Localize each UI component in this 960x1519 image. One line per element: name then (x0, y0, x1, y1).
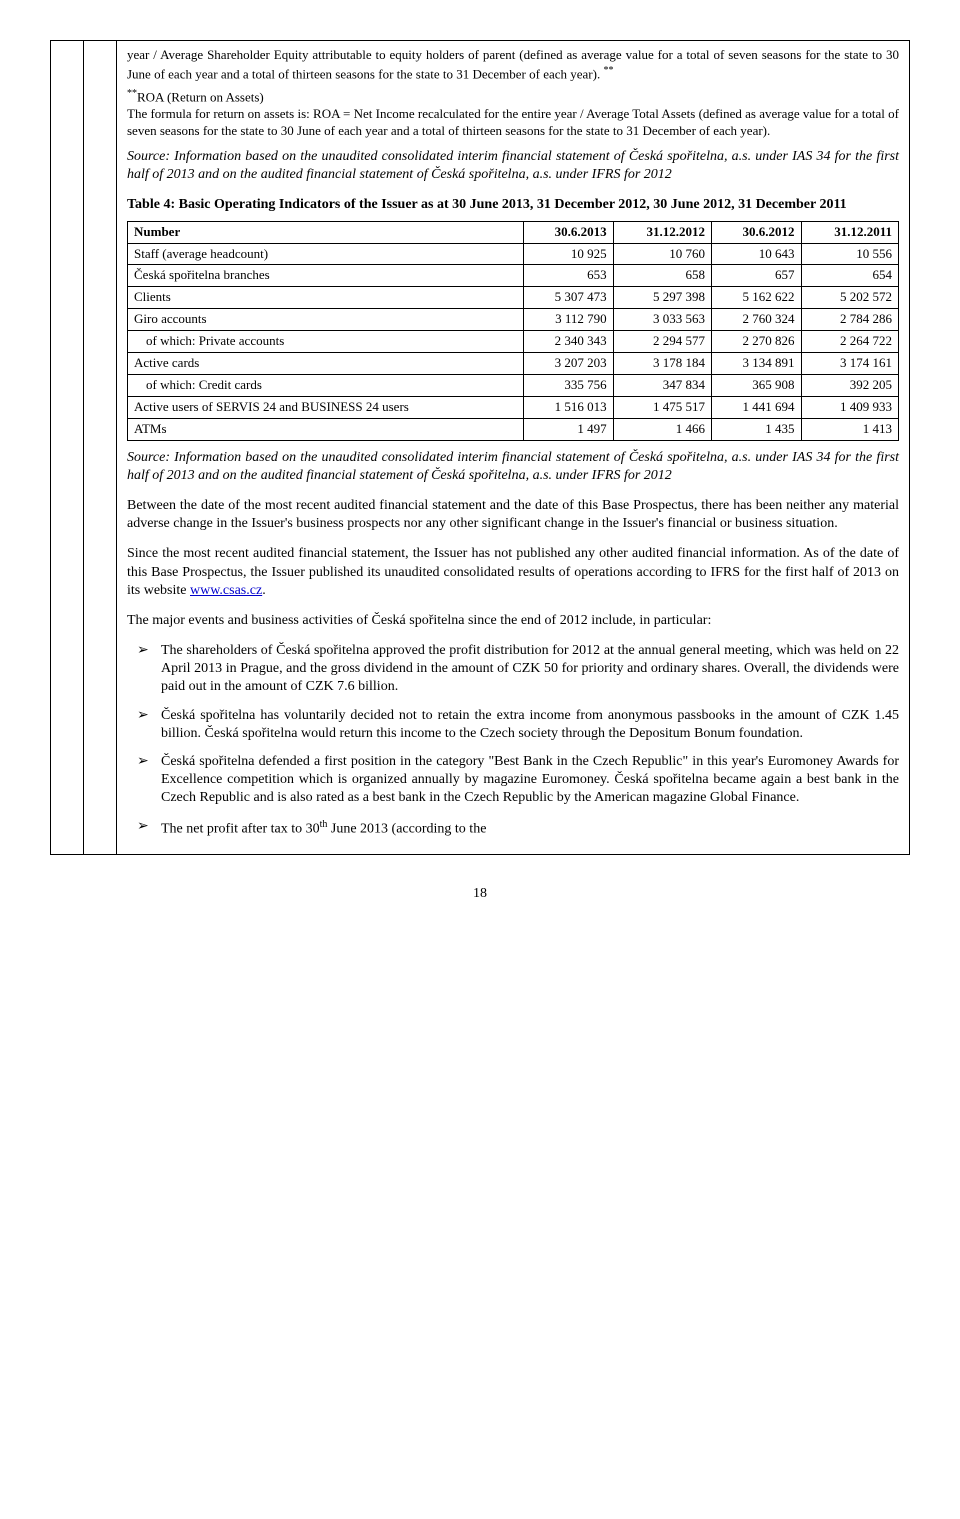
table-cell-value: 10 643 (712, 243, 801, 265)
table-cell-value: 1 475 517 (613, 396, 711, 418)
table-cell-label: Česká spořitelna branches (128, 265, 524, 287)
footnote-1: year / Average Shareholder Equity attrib… (127, 47, 899, 83)
table-cell-value: 335 756 (524, 374, 613, 396)
table-row: Clients5 307 4735 297 3985 162 6225 202 … (128, 287, 899, 309)
footnote-2: **ROA (Return on Assets) The formula for… (127, 87, 899, 140)
footnote-2-label: ROA (Return on Assets) (137, 89, 264, 104)
footnote-1-text: year / Average Shareholder Equity attrib… (127, 47, 899, 81)
table-cell-value: 658 (613, 265, 711, 287)
table-cell-value: 1 413 (801, 418, 899, 440)
table-cell-value: 1 409 933 (801, 396, 899, 418)
table-cell-value: 3 033 563 (613, 309, 711, 331)
table-cell-value: 10 925 (524, 243, 613, 265)
table-cell-value: 3 112 790 (524, 309, 613, 331)
table-4-h4: 31.12.2011 (801, 221, 899, 243)
table-4-h1: 30.6.2013 (524, 221, 613, 243)
table-4-h3: 30.6.2012 (712, 221, 801, 243)
paragraph-2: Since the most recent audited financial … (127, 545, 899, 600)
table-cell-value: 2 760 324 (712, 309, 801, 331)
table-cell-label: Giro accounts (128, 309, 524, 331)
table-cell-value: 1 497 (524, 418, 613, 440)
table-cell-label: of which: Credit cards (128, 374, 524, 396)
outer-col-0 (51, 41, 84, 855)
table-cell-label: ATMs (128, 418, 524, 440)
table-cell-value: 2 784 286 (801, 309, 899, 331)
table-cell-value: 10 556 (801, 243, 899, 265)
table-cell-value: 1 516 013 (524, 396, 613, 418)
table-cell-value: 1 435 (712, 418, 801, 440)
table-cell-label: Active users of SERVIS 24 and BUSINESS 2… (128, 396, 524, 418)
outer-col-content: year / Average Shareholder Equity attrib… (117, 41, 910, 855)
table-cell-label: of which: Private accounts (128, 331, 524, 353)
table-cell-label: Clients (128, 287, 524, 309)
table-row: of which: Credit cards335 756347 834365 … (128, 374, 899, 396)
csas-link[interactable]: www.csas.cz (190, 583, 262, 598)
table-cell-value: 5 162 622 (712, 287, 801, 309)
source-note-2: Source: Information based on the unaudit… (127, 449, 899, 485)
list-item-last-a: The net profit after tax to 30 (161, 821, 320, 836)
list-item: Česká spořitelna has voluntarily decided… (127, 707, 899, 743)
paragraph-1: Between the date of the most recent audi… (127, 497, 899, 533)
list-item: The shareholders of Česká spořitelna app… (127, 642, 899, 697)
table-cell-value: 2 294 577 (613, 331, 711, 353)
table-cell-value: 653 (524, 265, 613, 287)
table-row: Česká spořitelna branches653658657654 (128, 265, 899, 287)
paragraph-3: The major events and business activities… (127, 612, 899, 630)
table-cell-value: 3 178 184 (613, 353, 711, 375)
table-cell-value: 392 205 (801, 374, 899, 396)
list-item: Česká spořitelna defended a first positi… (127, 753, 899, 808)
outer-layout-table: year / Average Shareholder Equity attrib… (50, 40, 910, 855)
table-4-header-row: Number 30.6.2013 31.12.2012 30.6.2012 31… (128, 221, 899, 243)
table-cell-value: 3 134 891 (712, 353, 801, 375)
table-4: Number 30.6.2013 31.12.2012 30.6.2012 31… (127, 221, 899, 441)
table-row: Giro accounts3 112 7903 033 5632 760 324… (128, 309, 899, 331)
table-cell-value: 2 270 826 (712, 331, 801, 353)
paragraph-2-b: . (262, 583, 266, 598)
table-cell-value: 1 441 694 (712, 396, 801, 418)
table-cell-value: 5 307 473 (524, 287, 613, 309)
table-cell-value: 5 297 398 (613, 287, 711, 309)
table-cell-value: 347 834 (613, 374, 711, 396)
table-4-h2: 31.12.2012 (613, 221, 711, 243)
table-row: Active cards3 207 2033 178 1843 134 8913… (128, 353, 899, 375)
footnote-1-end-marker: ** (603, 65, 613, 76)
table-cell-label: Active cards (128, 353, 524, 375)
table-cell-label: Staff (average headcount) (128, 243, 524, 265)
table-cell-value: 5 202 572 (801, 287, 899, 309)
table-row: of which: Private accounts2 340 3432 294… (128, 331, 899, 353)
list-item-last-b: June 2013 (according to the (327, 821, 486, 836)
table-cell-value: 657 (712, 265, 801, 287)
table-4-h0: Number (128, 221, 524, 243)
table-cell-value: 2 264 722 (801, 331, 899, 353)
list-item: The net profit after tax to 30th June 20… (127, 818, 899, 839)
table-cell-value: 2 340 343 (524, 331, 613, 353)
outer-col-1 (84, 41, 117, 855)
table-row: ATMs1 4971 4661 4351 413 (128, 418, 899, 440)
footnote-2-body: The formula for return on assets is: ROA… (127, 106, 899, 138)
table-row: Staff (average headcount)10 92510 76010 … (128, 243, 899, 265)
table-cell-value: 365 908 (712, 374, 801, 396)
footnote-2-marker: ** (127, 88, 137, 99)
table-cell-value: 1 466 (613, 418, 711, 440)
table-4-title: Table 4: Basic Operating Indicators of t… (127, 196, 899, 214)
table-cell-value: 3 207 203 (524, 353, 613, 375)
table-row: Active users of SERVIS 24 and BUSINESS 2… (128, 396, 899, 418)
page-number: 18 (50, 885, 910, 903)
table-cell-value: 3 174 161 (801, 353, 899, 375)
events-list: The shareholders of Česká spořitelna app… (127, 642, 899, 838)
source-note-1: Source: Information based on the unaudit… (127, 148, 899, 184)
table-cell-value: 10 760 (613, 243, 711, 265)
table-cell-value: 654 (801, 265, 899, 287)
